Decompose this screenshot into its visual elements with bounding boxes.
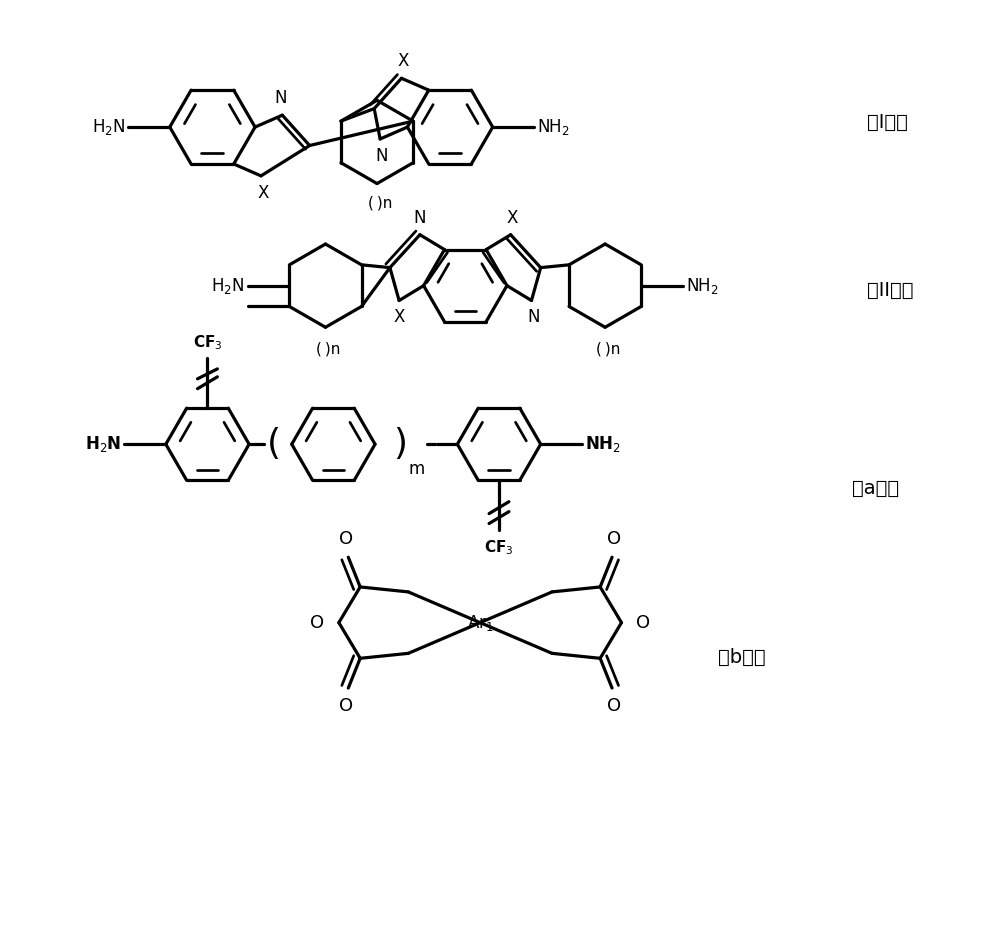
- Text: O: O: [607, 531, 621, 548]
- Text: X: X: [398, 53, 409, 70]
- Text: NH$_2$: NH$_2$: [537, 117, 570, 137]
- Text: CF$_3$: CF$_3$: [193, 333, 222, 352]
- Text: N: N: [414, 208, 426, 227]
- Text: ): ): [393, 427, 407, 461]
- Text: N: N: [376, 146, 388, 165]
- Text: O: O: [339, 531, 353, 548]
- Text: CF$_3$: CF$_3$: [484, 538, 514, 557]
- Text: N: N: [274, 89, 287, 107]
- Text: Ar$_1$: Ar$_1$: [467, 612, 494, 633]
- Text: （a）；: （a）；: [852, 479, 899, 499]
- Text: O: O: [607, 697, 621, 715]
- Text: H$_2$N: H$_2$N: [211, 276, 245, 296]
- Text: H$_2$N: H$_2$N: [92, 117, 125, 137]
- Text: (: (: [267, 427, 281, 461]
- Text: X: X: [257, 184, 269, 202]
- Text: O: O: [339, 697, 353, 715]
- Text: ( )n: ( )n: [368, 196, 392, 211]
- Text: ( )n: ( )n: [596, 342, 620, 357]
- Text: NH$_2$: NH$_2$: [686, 276, 719, 296]
- Text: N: N: [527, 308, 540, 327]
- Text: H$_2$N: H$_2$N: [85, 434, 121, 454]
- Text: X: X: [393, 308, 405, 327]
- Text: （I）；: （I）；: [867, 113, 908, 131]
- Text: （II）；: （II）；: [867, 281, 913, 300]
- Text: （b）；: （b）；: [718, 648, 766, 667]
- Text: O: O: [636, 613, 650, 632]
- Text: ( )n: ( )n: [316, 342, 341, 357]
- Text: X: X: [507, 208, 518, 227]
- Text: NH$_2$: NH$_2$: [585, 434, 621, 454]
- Text: O: O: [310, 613, 324, 632]
- Text: m: m: [409, 460, 425, 478]
